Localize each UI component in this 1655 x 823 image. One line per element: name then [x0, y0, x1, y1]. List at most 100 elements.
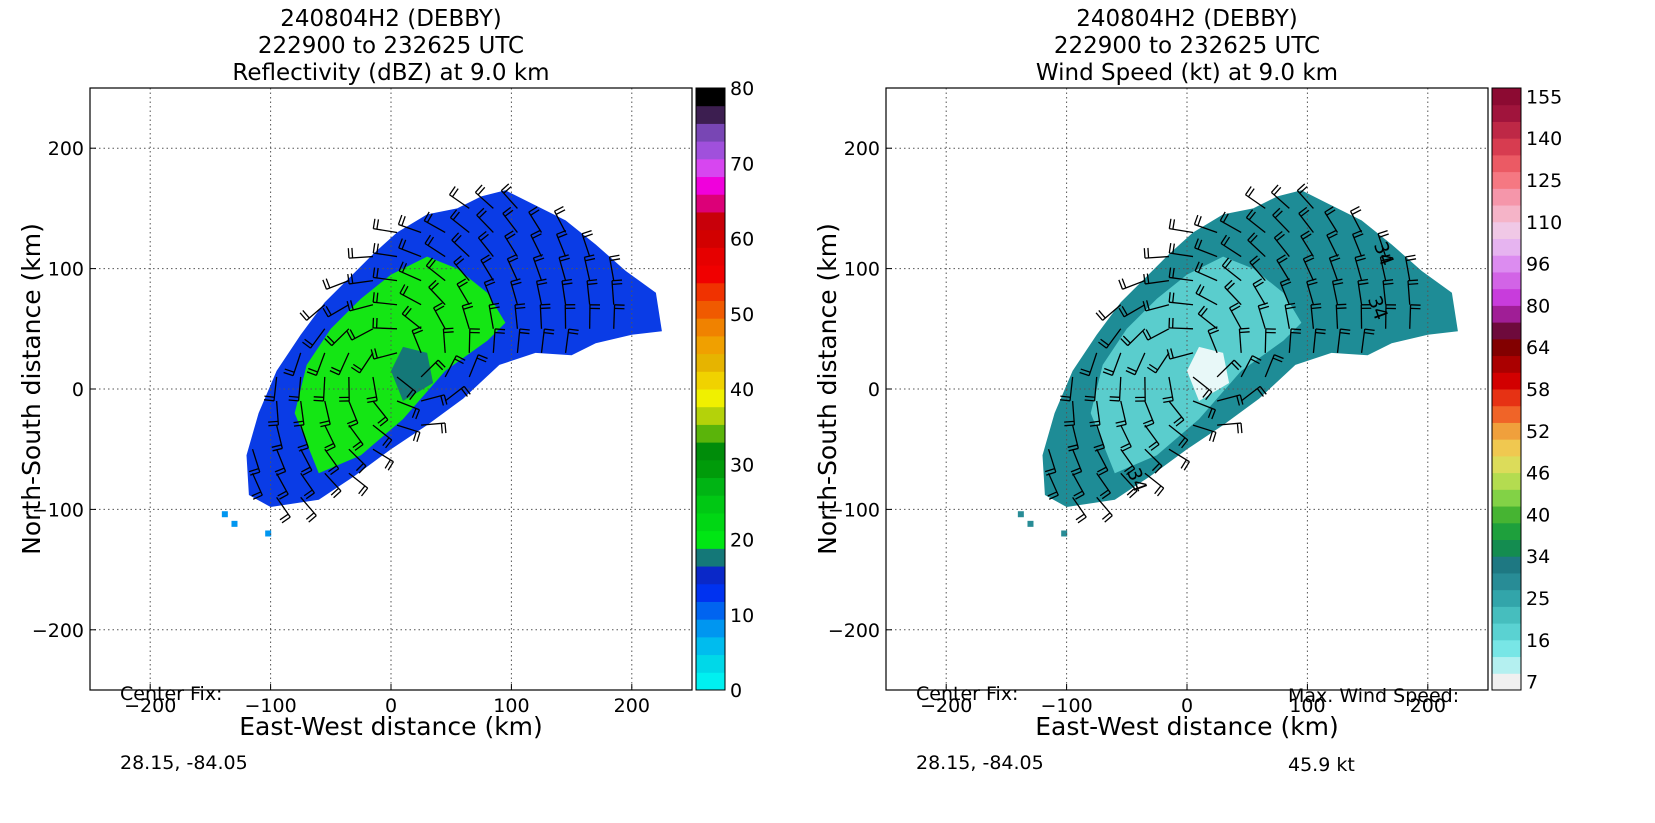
- wind-barb-flag: [1240, 332, 1250, 333]
- colorbar-segment: [696, 637, 725, 655]
- colorbar-label: 46: [1526, 463, 1550, 485]
- colorbar-segment: [1492, 138, 1521, 155]
- wind-barb-flag: [612, 284, 622, 285]
- colorbar-segment: [696, 265, 725, 283]
- wind-barb-flag: [1119, 280, 1123, 289]
- colorbar-segment: [696, 442, 725, 460]
- colorbar-segment: [1492, 406, 1521, 423]
- wind-barb-flag: [1194, 215, 1197, 224]
- colorbar-segment: [1492, 105, 1521, 122]
- wind-barb-flag: [1213, 432, 1216, 442]
- colorbar-segment: [696, 194, 725, 212]
- wind-barb-flag: [1173, 219, 1175, 229]
- max-wind-value: 45.9 kt: [1288, 754, 1459, 777]
- wind-barb-flag: [417, 432, 420, 442]
- wind-barb-flag: [1352, 210, 1361, 215]
- wind-barb-flag: [314, 397, 324, 398]
- colorbar-label: 34: [1526, 546, 1550, 568]
- colorbar-segment: [1492, 456, 1521, 473]
- colorbar-label: 16: [1526, 630, 1550, 652]
- y-tick-label: 0: [72, 379, 84, 401]
- colorbar-segment: [696, 548, 725, 566]
- colorbar-segment: [696, 672, 725, 690]
- wind-barb-flag: [398, 215, 401, 224]
- colorbar-segment: [1492, 606, 1521, 623]
- colorbar-segment: [696, 106, 725, 124]
- wind-barb-flag: [352, 248, 353, 258]
- colorbar-label: 64: [1526, 337, 1550, 359]
- colorbar-segment: [1492, 188, 1521, 205]
- wind-barb-flag: [402, 216, 405, 225]
- colorbar-segment: [1492, 222, 1521, 239]
- wind-barb-flag: [1351, 207, 1360, 212]
- wind-barb-flag: [1237, 423, 1238, 433]
- center-fix-note: Center Fix: 28.15, -84.05: [120, 637, 248, 821]
- wind-barb-flag: [1122, 279, 1126, 288]
- wind-barb-flag: [1085, 400, 1095, 401]
- colorbar-segment: [696, 230, 725, 248]
- wind-barb-flag: [289, 396, 299, 397]
- colorbar-label: 30: [730, 454, 754, 476]
- colorbar-segment: [1492, 640, 1521, 657]
- wind-barb: [1169, 229, 1193, 233]
- wind-barb-flag: [495, 329, 505, 330]
- wind-barb-flag: [1085, 396, 1095, 397]
- wind-barb-flag: [268, 421, 278, 422]
- colorbar-segment: [696, 584, 725, 602]
- wind-barb-flag: [1291, 333, 1301, 334]
- colorbar-segment: [1492, 506, 1521, 523]
- colorbar-segment: [696, 460, 725, 478]
- y-axis-label: North-South distance (km): [813, 223, 842, 555]
- colorbar-segment: [1492, 121, 1521, 138]
- wind-barb-flag: [1378, 231, 1387, 234]
- wind-speed-panel: 240804H2 (DEBBY) 222900 to 232625 UTC Wi…: [796, 0, 1655, 787]
- wind-barb-flag: [610, 255, 620, 257]
- echo-speck-1: [265, 530, 271, 536]
- colorbar-label: 96: [1526, 254, 1550, 276]
- colorbar-segment: [696, 407, 725, 425]
- colorbar-label: 10: [730, 605, 754, 627]
- center-fix-label: Center Fix:: [120, 683, 248, 706]
- colorbar-segment: [696, 336, 725, 354]
- colorbar-label: 40: [1526, 504, 1550, 526]
- wind-barb-flag: [582, 231, 591, 234]
- wind-barb-flag: [444, 332, 454, 333]
- echo-speck-0: [231, 521, 237, 527]
- colorbar-label: 50: [730, 304, 754, 326]
- colorbar-segment: [1492, 389, 1521, 406]
- colorbar-segment: [696, 513, 725, 531]
- wind-barb-flag: [1408, 284, 1418, 285]
- max-wind-label: Max. Wind Speed:: [1288, 685, 1459, 708]
- colorbar-segment: [1492, 289, 1521, 306]
- center-fix-value: 28.15, -84.05: [916, 752, 1044, 775]
- colorbar-segment: [696, 141, 725, 159]
- colorbar-segment: [696, 300, 725, 318]
- plot-area: [90, 88, 692, 690]
- y-tick-label: 100: [844, 259, 880, 281]
- y-tick-label: −200: [828, 620, 880, 642]
- colorbar-segment: [1492, 422, 1521, 439]
- reflectivity-panel: 240804H2 (DEBBY) 222900 to 232625 UTC Re…: [0, 0, 830, 787]
- echo-speck-2: [1018, 511, 1024, 517]
- wind-barb-flag: [1148, 248, 1149, 258]
- wind-barb-flag: [1110, 400, 1120, 401]
- wind-barb-flag: [1110, 397, 1120, 398]
- x-tick-label: 200: [614, 695, 650, 717]
- y-tick-label: 200: [844, 138, 880, 160]
- y-tick-label: 100: [48, 259, 84, 281]
- colorbar-label: 7: [1526, 672, 1538, 694]
- wind-barb: [469, 329, 470, 353]
- wind-barb-flag: [441, 423, 442, 433]
- y-tick-label: 0: [868, 379, 880, 401]
- wind-barb-flag: [1064, 425, 1074, 426]
- colorbar-segment: [696, 531, 725, 549]
- colorbar-segment: [1492, 623, 1521, 640]
- colorbar-segment: [1492, 657, 1521, 674]
- wind-barb-flag: [556, 210, 565, 215]
- colorbar-segment: [696, 371, 725, 389]
- colorbar-segment: [1492, 356, 1521, 373]
- colorbar-segment: [1492, 556, 1521, 573]
- echo-speck-2: [222, 511, 228, 517]
